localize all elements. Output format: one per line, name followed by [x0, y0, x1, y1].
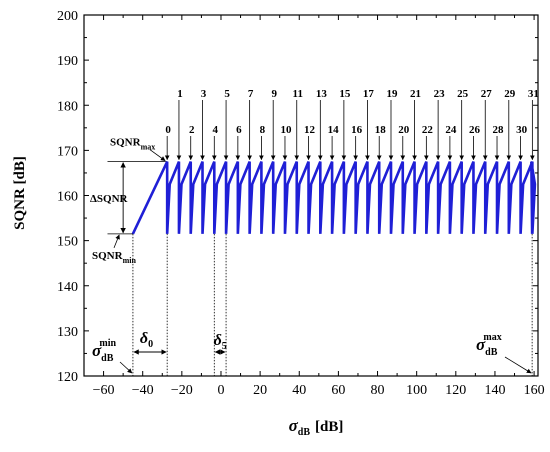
x-tick-label: 120 [445, 383, 466, 398]
axis-tick-labels: −60 −40 −20 0 20 40 60 80 100 120 140 1601201301401… [57, 9, 545, 398]
segment-label-14: 14 [328, 124, 340, 136]
sigma-max-label-base: σ [476, 335, 486, 354]
sqnr-min-sub: min [123, 256, 137, 265]
segment-label-8: 8 [260, 124, 266, 136]
y-tick-label: 130 [57, 325, 78, 340]
segment-label-23: 23 [434, 88, 446, 100]
delta5-base: δ [214, 332, 222, 349]
delta5-sub: 5 [222, 341, 227, 352]
segment-label-29: 29 [504, 88, 516, 100]
x-tick-label: 40 [292, 383, 306, 398]
sigma-min-label-sub: dB [101, 353, 114, 364]
sigma-max-label: σdB max [476, 332, 502, 358]
sigma-max-label-sub: dB [485, 347, 498, 358]
segment-label-20: 20 [398, 124, 410, 136]
delta0-base: δ [140, 330, 148, 347]
segment-label-11: 11 [293, 88, 303, 100]
x-tick-label: 0 [217, 383, 224, 398]
x-tick-label: 160 [524, 383, 545, 398]
segment-label-13: 13 [316, 88, 328, 100]
y-tick-label: 120 [57, 370, 78, 385]
segment-label-18: 18 [375, 124, 387, 136]
axis-ticks [84, 14, 538, 377]
y-tick-label: 160 [57, 190, 78, 205]
x-axis-title-symbol: σ [289, 416, 299, 435]
segment-arrows: 0123456789101112131415161718192021222324… [164, 88, 539, 161]
sigma-min-label: σdB min [92, 338, 117, 364]
segment-label-9: 9 [271, 88, 277, 100]
sigma-max-label-sup: max [483, 332, 501, 343]
segment-label-21: 21 [410, 88, 421, 100]
series-layer [131, 161, 537, 235]
sigma-min-label-sup: min [99, 338, 116, 349]
y-tick-label: 150 [57, 235, 78, 250]
segment-label-3: 3 [201, 88, 207, 100]
y-tick-label: 170 [57, 144, 78, 159]
segment-label-4: 4 [213, 124, 219, 136]
x-axis-title: σdB [dB] [289, 416, 344, 438]
x-tick-label: 100 [406, 383, 427, 398]
segment-label-22: 22 [422, 124, 434, 136]
x-tick-label: 60 [331, 383, 345, 398]
x-tick-label: 80 [371, 383, 385, 398]
segment-label-27: 27 [481, 88, 493, 100]
segment-label-12: 12 [304, 124, 316, 136]
sqnr-series-line [131, 161, 537, 235]
x-axis-title-unit: [dB] [315, 419, 343, 435]
segment-label-15: 15 [339, 88, 351, 100]
segment-label-31: 31 [528, 88, 539, 100]
delta-sqnr-label: ΔSQNR [90, 193, 129, 205]
segment-label-25: 25 [457, 88, 469, 100]
segment-label-24: 24 [445, 124, 457, 136]
sigma-min-label-base: σ [92, 341, 102, 360]
segment-label-5: 5 [224, 88, 230, 100]
sqnr-min-pointer [113, 234, 120, 249]
x-axis-title-subscript: dB [298, 427, 311, 438]
segment-label-17: 17 [363, 88, 375, 100]
segment-label-10: 10 [280, 124, 292, 136]
sqnr-max-sub: max [141, 143, 156, 152]
y-tick-label: 140 [57, 280, 78, 295]
y-tick-label: 190 [57, 54, 78, 69]
segment-label-1: 1 [177, 88, 183, 100]
guide-lines [107, 161, 533, 376]
segment-label-30: 30 [516, 124, 528, 136]
y-tick-label: 180 [57, 99, 78, 114]
segment-label-28: 28 [493, 124, 505, 136]
delta0-sub: 0 [148, 339, 153, 350]
y-axis-title: SQNR [dB] [12, 156, 28, 230]
x-tick-label: −40 [132, 383, 154, 398]
sqnr-max-pointer [149, 149, 166, 161]
segment-label-7: 7 [248, 88, 254, 100]
x-tick-label: 20 [253, 383, 267, 398]
sigma-min-pointer [119, 361, 133, 374]
x-tick-label: 140 [484, 383, 505, 398]
delta5-label: δ5 [214, 332, 227, 352]
segment-label-19: 19 [386, 88, 398, 100]
segment-label-0: 0 [165, 124, 171, 136]
x-tick-label: −60 [93, 383, 115, 398]
segment-label-6: 6 [236, 124, 242, 136]
y-tick-label: 200 [57, 9, 78, 24]
segment-label-2: 2 [189, 124, 195, 136]
x-tick-label: −20 [171, 383, 193, 398]
segment-label-16: 16 [351, 124, 363, 136]
delta0-label: δ0 [140, 330, 153, 350]
sigma-max-pointer [504, 356, 532, 374]
segment-label-26: 26 [469, 124, 481, 136]
